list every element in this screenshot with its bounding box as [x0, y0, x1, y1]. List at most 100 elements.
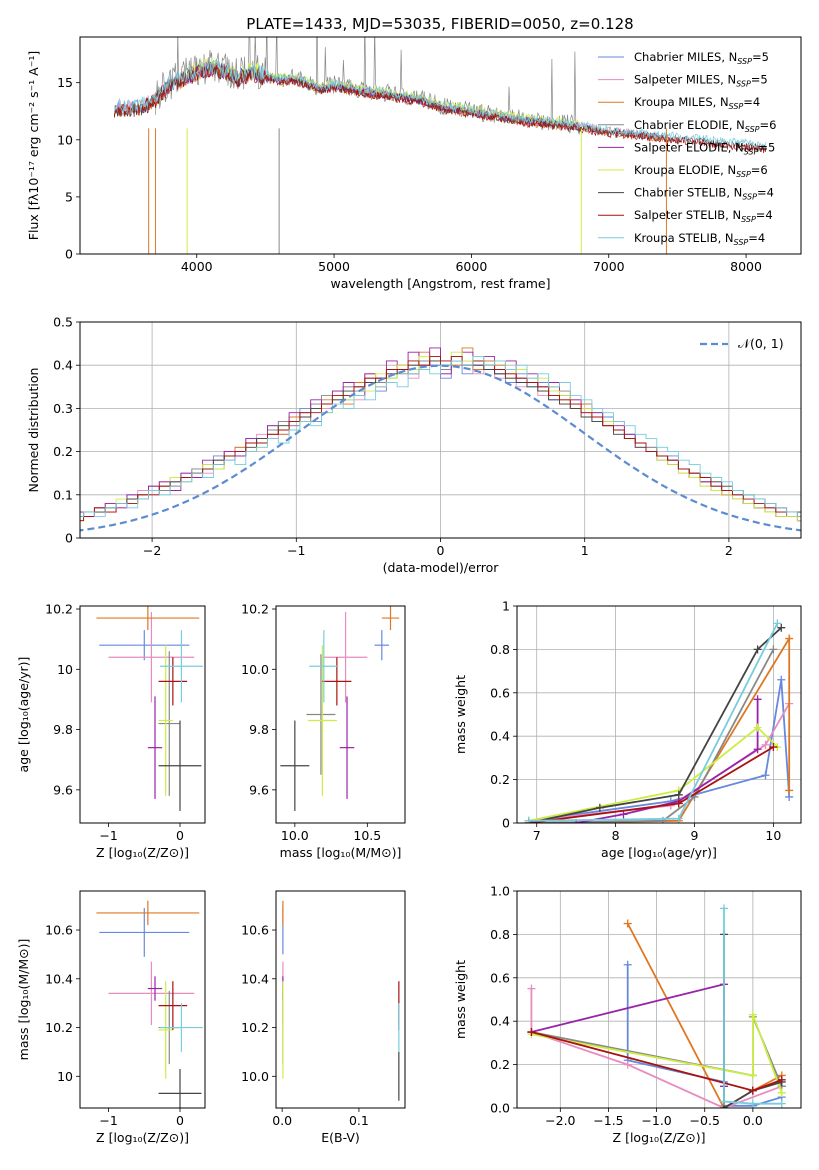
x-axis-label: Z [log₁₀(Z/Z⊙)]: [613, 1130, 706, 1145]
errorbar-point: [307, 645, 337, 796]
errorbar-point: [96, 606, 200, 631]
legend-label-tail: =4: [748, 231, 765, 245]
histogram-step: [80, 356, 801, 517]
y-tick-label: 9.6: [53, 782, 73, 797]
y-tick-label: 0.3: [53, 401, 73, 416]
weight-marker: [748, 1010, 757, 1019]
errorbar-point: [158, 651, 180, 796]
weight-line: [528, 726, 778, 822]
axes-frame: [275, 890, 406, 1109]
y-tick-label: 0: [65, 247, 73, 262]
panel-z_vs_age: −1 0 9.6 9.8 10 10.2 Z [log₁₀(Z/Z⊙)] age [log₁₀…: [16, 602, 206, 860]
y-tick-label: 10.2: [241, 1020, 269, 1035]
legend-label-sub: SSP: [742, 193, 757, 202]
figure-title: PLATE=1433, MJD=53035, FIBERID=0050, z=0…: [246, 15, 633, 33]
plot-area: [96, 606, 203, 811]
y-axis-label: mass weight: [453, 960, 468, 1039]
weight-marker: [623, 960, 632, 969]
x-axis-label: wavelength [Angstrom, rest frame]: [330, 276, 550, 291]
legend-label-tail: =5: [751, 73, 768, 87]
panel-z_vs_mass: −1 0 10 10.2 10.4 10.6 Z [log₁₀(Z/Z⊙)] mass [lo…: [16, 890, 206, 1145]
x-tick-label: 6000: [455, 259, 487, 274]
weight-marker: [753, 695, 762, 704]
y-tick-label: 10.0: [241, 1069, 269, 1084]
legend-label: 𝒩(0, 1): [738, 336, 784, 351]
weight-line: [528, 679, 791, 822]
y-tick-label: 0: [65, 531, 73, 546]
weight-marker: [527, 984, 536, 993]
x-tick-label: −1.0: [641, 1113, 671, 1128]
legend-label: Chabrier STELIB, NSSP=4: [634, 186, 774, 202]
weight-marker: [753, 645, 762, 654]
plot-area: [282, 900, 400, 1101]
axes-frame: [79, 890, 206, 1109]
y-tick-label: 0.2: [490, 1057, 510, 1072]
legend-label: Salpeter STELIB, NSSP=4: [634, 208, 773, 224]
weight-marker: [623, 919, 632, 928]
weight-marker: [674, 790, 683, 799]
plot-area: [527, 904, 786, 1108]
x-tick-label: 9: [691, 828, 699, 843]
legend-label-sub: SSP: [736, 170, 751, 179]
axes-frame: [275, 605, 406, 824]
weight-marker: [769, 743, 778, 752]
x-tick-label: −2.0: [545, 1113, 575, 1128]
y-tick-label: 0.2: [490, 772, 510, 787]
x-axis-label: age [log₁₀(age/yr)]: [601, 845, 717, 860]
y-tick-label: 5: [65, 189, 73, 204]
weight-marker: [777, 1088, 786, 1097]
legend-label-sub: SSP: [737, 57, 752, 66]
x-tick-label: 0: [437, 543, 445, 558]
errorbar-point: [280, 720, 310, 811]
panel-z_vs_weight: −2.0 −1.5 −1.0 −0.5 0.0 0.0 0.2 0.4 0.6 0.8 1.0 Z […: [453, 884, 802, 1145]
plot-area: [113, 37, 767, 254]
y-tick-label: 10.4: [241, 971, 269, 986]
weight-marker: [527, 1028, 536, 1037]
y-tick-label: 10: [57, 662, 73, 677]
errorbar-point: [160, 630, 203, 703]
legend-label: Chabrier MILES, NSSP=5: [634, 50, 769, 66]
legend-label-tail: =4: [743, 95, 760, 109]
spectrum-line: [182, 58, 582, 128]
weight-marker: [753, 745, 762, 754]
histogram-step: [80, 356, 801, 522]
legend-label-tail: =6: [751, 163, 768, 177]
errorbar-point: [158, 1068, 202, 1108]
weight-marker: [777, 1075, 786, 1084]
x-tick-label: −1: [99, 828, 117, 843]
errorbar-point: [96, 900, 200, 926]
legend-label-sub: SSP: [729, 102, 744, 111]
weight-line: [723, 908, 782, 1105]
x-tick-label: 8: [612, 828, 620, 843]
y-tick-label: 10.0: [241, 662, 269, 677]
y-tick-label: 10.2: [45, 1020, 73, 1035]
errorbar-point: [147, 976, 163, 1001]
errorbar-point: [147, 696, 163, 799]
x-tick-label: 5000: [318, 259, 350, 274]
weight-marker: [674, 814, 683, 823]
histogram-step: [80, 356, 801, 522]
axes-frame: [79, 605, 206, 824]
errorbar-point: [158, 981, 188, 1030]
y-tick-label: 0.6: [490, 685, 510, 700]
weight-line: [528, 627, 782, 823]
y-tick-label: 0.6: [490, 970, 510, 985]
weight-marker: [761, 771, 770, 780]
weight-marker: [785, 634, 794, 643]
histogram-step: [80, 347, 801, 522]
weight-marker: [748, 1099, 757, 1108]
weight-marker: [777, 675, 786, 684]
x-tick-label: −0.5: [690, 1113, 720, 1128]
weight-marker: [777, 1099, 786, 1108]
axes-frame: [79, 36, 802, 255]
panel-mass_vs_age: 10.0 10.5 9.6 9.8 10.0 10.2 mass [log₁₀(M/M⊙)]: [241, 602, 406, 860]
y-tick-label: 10.2: [45, 602, 73, 617]
x-tick-label: 1: [581, 543, 589, 558]
errorbar-point: [160, 1003, 203, 1052]
errorbar-point: [158, 720, 202, 811]
weight-line: [528, 622, 779, 822]
legend-label: Kroupa STELIB, NSSP=4: [634, 231, 765, 247]
x-tick-label: 4000: [181, 259, 213, 274]
y-tick-label: 0.4: [53, 358, 73, 373]
